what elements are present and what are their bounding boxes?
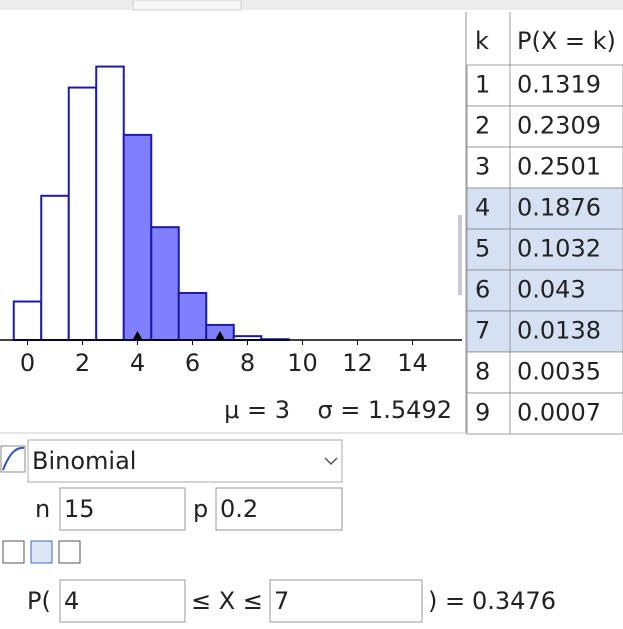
table-cell: 0.043 xyxy=(517,276,586,304)
table-cell: 8 xyxy=(475,358,490,386)
x-tick-label: 2 xyxy=(75,349,90,377)
table-cell: 4 xyxy=(475,194,490,222)
table-cell: 0.0035 xyxy=(517,358,601,386)
distribution-label: Binomial xyxy=(32,447,136,475)
table-cell: 0.2309 xyxy=(517,112,601,140)
table-cell: 3 xyxy=(475,153,490,181)
bar xyxy=(122,133,153,341)
left-tail-button[interactable] xyxy=(2,540,25,564)
bar xyxy=(95,65,125,341)
right-tail-button[interactable] xyxy=(58,540,81,564)
table-cell: 5 xyxy=(475,235,490,263)
table-row xyxy=(466,64,623,107)
table-cell: 1 xyxy=(475,71,490,99)
table-header: k xyxy=(475,27,489,55)
x-tick-label: 12 xyxy=(342,349,373,377)
sd-label: σ = 1.5492 xyxy=(317,396,452,424)
tab[interactable] xyxy=(132,0,242,11)
table-cell: 0.1032 xyxy=(517,235,601,263)
table-row xyxy=(466,392,623,435)
table-cell: 0.2501 xyxy=(517,153,601,181)
input-field[interactable] xyxy=(269,579,423,623)
interval-prefix: P( xyxy=(27,587,51,615)
input-value: 4 xyxy=(64,587,79,615)
table-row xyxy=(466,310,623,353)
table-header: P(X = k) xyxy=(517,27,616,55)
input-value: 15 xyxy=(64,495,95,523)
table-cell: 2 xyxy=(475,112,490,140)
input-value: 0.2 xyxy=(220,495,258,523)
input-field[interactable] xyxy=(215,487,343,531)
bar xyxy=(12,300,43,342)
table-cell: 6 xyxy=(475,276,490,304)
distribution-icon xyxy=(2,446,25,471)
input-value: 7 xyxy=(274,587,289,615)
x-tick-label: 14 xyxy=(397,349,428,377)
table-cell: 0.0007 xyxy=(517,399,601,427)
table-cell: 9 xyxy=(475,399,490,427)
mean-label: μ = 3 xyxy=(224,396,290,424)
table-cell: 0.1319 xyxy=(517,71,601,99)
interval-marker xyxy=(215,331,225,340)
x-tick-label: 4 xyxy=(130,349,145,377)
x-tick-label: 10 xyxy=(287,349,318,377)
input-field[interactable] xyxy=(59,487,186,531)
splitter[interactable] xyxy=(458,215,462,295)
interval-middle: ≤ X ≤ xyxy=(191,587,263,615)
interval-button[interactable] xyxy=(30,540,53,564)
interval-result: 0.3476 xyxy=(472,587,556,615)
bar xyxy=(40,194,70,341)
table-row xyxy=(466,146,623,189)
table-row xyxy=(466,269,623,312)
bar xyxy=(67,86,98,341)
interval-marker xyxy=(132,331,143,340)
icon-frame xyxy=(0,445,26,473)
param-label: n xyxy=(35,495,50,523)
bar xyxy=(177,291,208,341)
table-cell: 0.1876 xyxy=(517,194,601,222)
x-tick-label: 8 xyxy=(240,349,255,377)
param-label: p xyxy=(193,495,208,523)
table-cell: 0.0138 xyxy=(517,317,601,345)
interval-buttons xyxy=(2,540,81,564)
table-cell: 7 xyxy=(475,317,490,345)
x-tick-label: 6 xyxy=(185,349,200,377)
input-field[interactable] xyxy=(59,579,186,623)
table-row xyxy=(466,105,623,148)
x-tick-label: 0 xyxy=(20,349,35,377)
tab-strip xyxy=(0,0,623,10)
table-row xyxy=(466,228,623,271)
distribution-dropdown[interactable] xyxy=(27,439,343,483)
dropdown-arrow xyxy=(324,457,338,466)
interval-suffix: ) = xyxy=(428,587,465,615)
bar xyxy=(150,226,180,341)
